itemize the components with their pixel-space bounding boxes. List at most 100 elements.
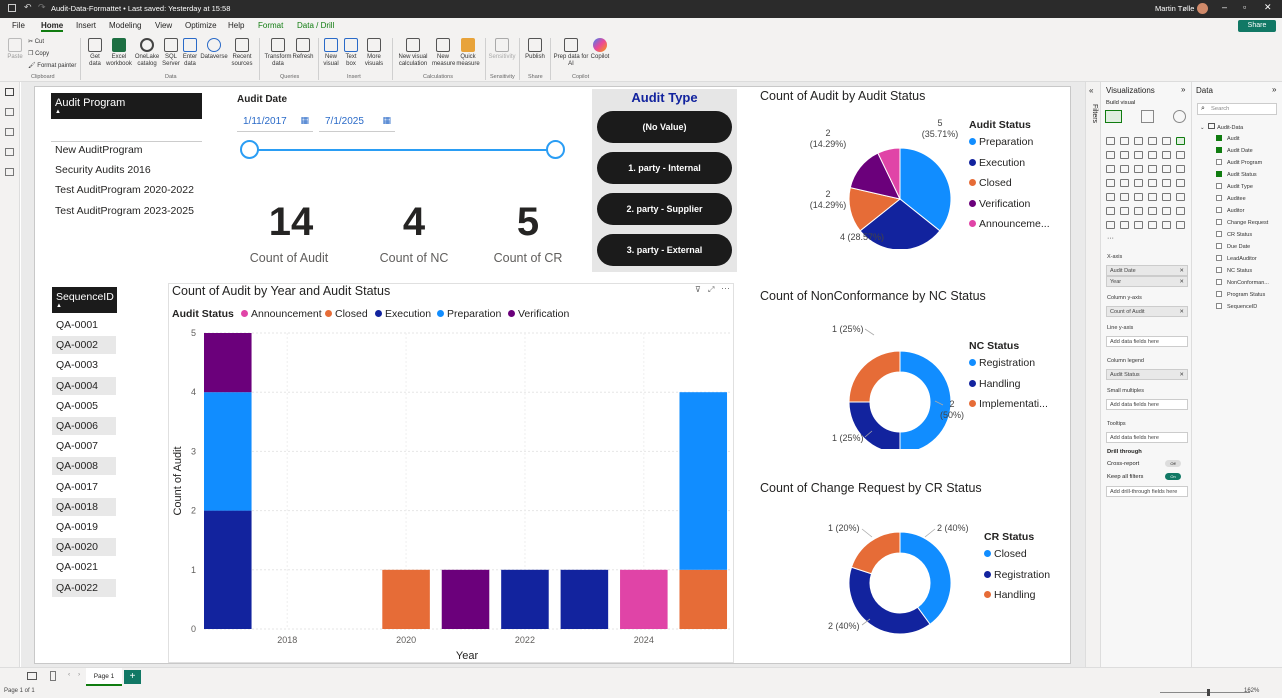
visual-type-icon[interactable] [1176,221,1185,229]
well-field-chip[interactable]: Audit Date ✕ [1106,265,1188,276]
copilot-button[interactable]: Copilot [589,38,611,61]
audit-program-item[interactable]: Test AuditProgram 2023-2025 [55,205,194,217]
visual-type-icon[interactable] [1134,221,1143,229]
expand-icon[interactable]: « [1089,86,1094,95]
text-box-button[interactable]: Text box [342,38,360,68]
slice-execution[interactable] [859,198,941,249]
bar-preparation[interactable] [679,392,728,570]
data-field[interactable]: Audit Type [1216,183,1253,190]
audit-type-option[interactable]: 2. party - Supplier [597,193,732,225]
sequence-item[interactable]: QA-0001 [56,319,99,331]
format-visual-tab[interactable] [1141,110,1154,123]
new-visual-calc-button[interactable]: New visual calculation [394,38,432,68]
menu-help[interactable]: Help [228,21,245,30]
nc-donut-chart[interactable]: 2(50%) 1 (25%) 1 (25%) [760,309,970,449]
sequence-item[interactable]: QA-0006 [52,417,116,435]
sequence-item[interactable]: QA-0004 [52,376,116,395]
data-field[interactable]: SequenceID [1216,303,1257,310]
close-icon[interactable]: ✕ [1264,2,1272,12]
legend-item[interactable]: Preparation [969,136,1033,148]
field-checkbox[interactable] [1216,291,1222,297]
onelake-button[interactable]: OneLake catalog [133,38,161,68]
data-field[interactable]: Audit [1216,135,1240,142]
legend-item[interactable]: Handling [969,378,1020,390]
visual-type-icon[interactable] [1148,179,1157,187]
file-title[interactable]: Audit-Data-Formattet • Last saved: Yeste… [51,4,231,13]
legend-item[interactable]: Execution [375,308,431,320]
bar-verification[interactable] [441,569,490,629]
sql-button[interactable]: SQL Server [161,38,181,68]
bar-execution[interactable] [204,510,252,629]
field-checkbox[interactable] [1216,147,1222,153]
field-checkbox[interactable] [1216,135,1222,141]
calendar-icon[interactable]: ▦ [300,115,309,125]
remove-icon[interactable]: ✕ [1179,268,1184,274]
field-checkbox[interactable] [1216,207,1222,213]
field-checkbox[interactable] [1216,267,1222,273]
zoom-slider[interactable] [1160,692,1250,693]
sequence-item[interactable]: QA-0017 [56,480,99,493]
share-button[interactable]: Share [1238,20,1276,32]
audit-type-option[interactable]: 3. party - External [597,234,732,266]
field-checkbox[interactable] [1216,171,1222,177]
field-checkbox[interactable] [1216,255,1222,261]
bar-preparation[interactable] [204,392,252,511]
visual-type-icon[interactable] [1162,179,1171,187]
publish-button[interactable]: Publish [523,38,547,61]
visual-type-icon[interactable] [1120,165,1129,173]
well-field-chip[interactable]: Count of Audit ✕ [1106,306,1188,317]
data-field[interactable]: NonConforman... [1216,279,1269,286]
data-field[interactable]: NC Status [1216,267,1252,274]
menu-home[interactable]: Home [41,21,64,32]
visual-type-icon[interactable] [1134,207,1143,215]
visual-type-icon[interactable] [1134,165,1143,173]
transform-data-button[interactable]: Transform data [263,38,293,68]
range-end-handle[interactable] [546,140,565,159]
visual-type-icon[interactable] [1148,137,1157,145]
visual-type-icon[interactable] [1176,207,1185,215]
format-painter-button[interactable]: 🖌 Format painter [28,62,76,69]
build-visual-tab[interactable] [1105,110,1122,123]
data-search-input[interactable]: ⌕ Search [1197,103,1277,115]
sequence-item[interactable]: QA-0005 [56,399,99,412]
field-checkbox[interactable] [1216,195,1222,201]
sequence-item[interactable]: QA-0008 [52,457,116,476]
slice-registration[interactable] [848,566,931,635]
undo-icon[interactable]: ↶ [24,2,32,12]
visual-type-icon[interactable] [1148,151,1157,159]
visual-type-icon[interactable] [1106,165,1115,173]
audit-type-option[interactable]: (No Value) [597,111,732,143]
dataverse-button[interactable]: Dataverse [199,38,229,61]
start-date-input[interactable]: 1/11/2017 ▦ [237,112,313,132]
visual-type-icon[interactable] [1176,137,1185,145]
visual-type-icon[interactable] [1148,221,1157,229]
sequence-item[interactable]: QA-0019 [56,521,99,533]
menu-insert[interactable]: Insert [76,21,97,30]
sequence-item[interactable]: QA-0018 [52,497,116,516]
bar-announcement[interactable] [620,569,668,629]
filter-icon[interactable]: ⊽ [695,285,701,294]
visual-type-icon[interactable] [1162,207,1171,215]
prep-data-button[interactable]: Prep data for AI [553,38,589,68]
data-field[interactable]: LeadAuditor [1216,255,1257,262]
legend-item[interactable]: Registration [969,357,1035,369]
menu-data-drill[interactable]: Data / Drill [297,21,335,30]
prev-page-icon[interactable]: ‹ [68,671,71,678]
visual-type-icon[interactable] [1120,151,1129,159]
visual-type-icon[interactable] [1162,193,1171,201]
visual-type-icon[interactable] [1106,179,1115,187]
bar-execution[interactable] [501,569,549,629]
end-date-input[interactable]: 7/1/2025 ▦ [319,112,395,132]
visual-type-icon[interactable] [1120,179,1129,187]
menu-optimize[interactable]: Optimize [185,21,217,30]
legend-item[interactable]: Implementati... [969,398,1048,410]
well-drop-zone[interactable]: Add data fields here [1106,399,1188,410]
slice-registration[interactable] [899,350,952,449]
avatar[interactable] [1197,3,1208,14]
date-range-track[interactable] [249,149,557,151]
well-field-chip[interactable]: Audit Status ✕ [1106,369,1188,380]
new-visual-button[interactable]: New visual [322,38,340,68]
mobile-layout-icon[interactable] [50,671,56,681]
get-data-button[interactable]: Get data [84,38,106,68]
visual-type-icon[interactable] [1162,165,1171,173]
